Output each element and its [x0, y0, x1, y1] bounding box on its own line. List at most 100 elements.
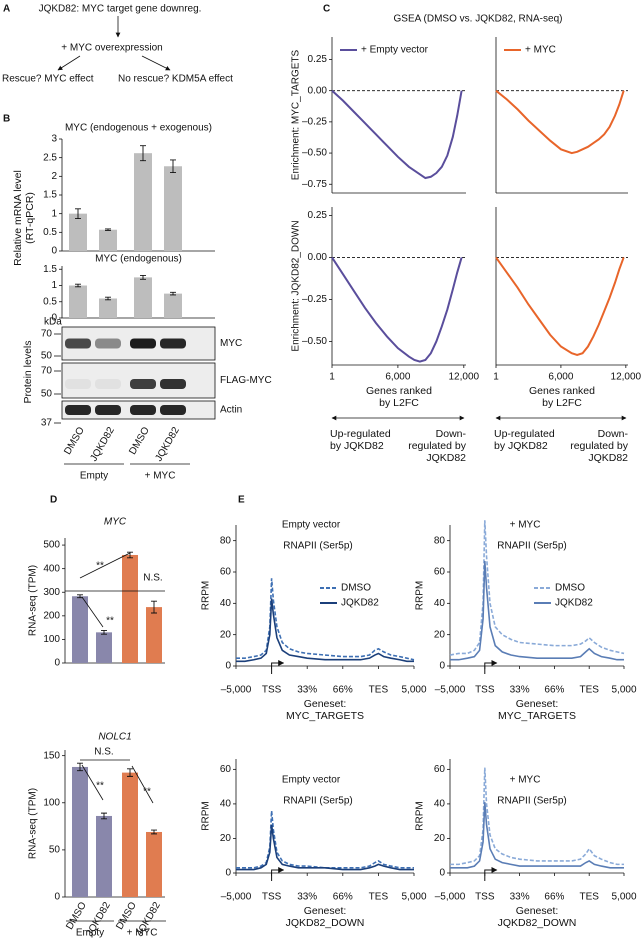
error-bar	[170, 159, 176, 174]
y-tick-label: –0.25	[302, 294, 327, 305]
y-tick-label: 150	[43, 750, 60, 761]
panel-letter: B	[3, 114, 10, 125]
data-line	[331, 256, 463, 363]
panel-title: GSEA (DMSO vs. JQKD82, RNA-seq)	[394, 14, 563, 25]
chart-title: MYC (endogenous + exogenous)	[65, 123, 212, 134]
bar	[122, 772, 138, 897]
marker-label: 70	[41, 329, 53, 340]
error-bar	[170, 291, 176, 296]
x-tick-label: TES	[579, 685, 599, 696]
y-tick-label: 0	[225, 868, 231, 879]
x-tick-label: TSS	[262, 685, 282, 696]
panel-letter: D	[50, 495, 57, 506]
annotation-line	[81, 596, 104, 628]
diagram-arrow	[57, 55, 81, 71]
chart-title: NOLC1	[98, 732, 131, 743]
y-tick-label: –0.25	[302, 117, 327, 128]
y-tick-label: 0	[439, 868, 445, 879]
bar	[69, 285, 87, 318]
x-tick-label: 66%	[333, 892, 353, 903]
legend-label: + MYC	[525, 45, 556, 56]
x-tick-label: 1	[329, 372, 335, 383]
x-tick-label: 66%	[544, 685, 564, 696]
x-tick-label: TSS	[475, 685, 495, 696]
annotation: Up-regulated by JQKD82	[494, 428, 555, 452]
bar	[134, 153, 152, 251]
y-tick-label: 60	[434, 567, 446, 578]
tss-arrow	[484, 660, 498, 674]
chart-title: + MYC	[510, 520, 541, 531]
x-axis-label: Geneset: MYC_TARGETS	[286, 698, 364, 722]
x-tick-label: 6,000	[548, 372, 573, 383]
y-axis-label: RRPM	[201, 581, 212, 610]
diagram-text: Rescue? MYC effect	[2, 74, 94, 85]
x-axis-label: Geneset: JQKD82_DOWN	[285, 905, 365, 929]
y-tick-label: 20	[434, 629, 446, 640]
y-tick-label: 40	[434, 799, 446, 810]
y-tick-label: 1	[51, 280, 57, 291]
blot-label: MYC	[220, 338, 242, 349]
chart-subtitle: RNAPII (Ser5p)	[283, 796, 352, 807]
bar	[146, 607, 162, 663]
diagram-text: + MYC overexpression	[61, 43, 162, 54]
x-axis-label: Geneset: JQKD82_DOWN	[497, 905, 577, 929]
group-label: Empty	[76, 928, 104, 939]
annotation: N.S.	[94, 747, 113, 758]
y-axis-label: Enrichment: JQKD82_DOWN	[291, 220, 302, 351]
y-tick-label: 20	[220, 833, 232, 844]
annotation: Down-regulated by JQKD82	[408, 428, 466, 464]
x-tick-label: 33%	[510, 685, 530, 696]
y-axis-label: RRPM	[415, 801, 426, 830]
y-tick-label: 0	[439, 661, 445, 672]
annotation-line	[81, 764, 104, 801]
chart-title: + MYC	[510, 775, 541, 786]
y-axis-label: Enrichment: MYC_TARGETS	[291, 49, 302, 180]
error-bar	[101, 630, 107, 635]
x-tick-label: 1	[493, 372, 499, 383]
y-tick-label: 0	[51, 313, 57, 324]
y-tick-label: 0.5	[43, 296, 57, 307]
error-bar	[140, 145, 146, 162]
x-tick-label: –5,000	[435, 892, 466, 903]
y-tick-label: 500	[43, 540, 60, 551]
y-tick-label: 100	[43, 797, 60, 808]
chart-subtitle: RNAPII (Ser5p)	[497, 796, 566, 807]
y-tick-label: 200	[43, 610, 60, 621]
legend-label: JQKD82	[555, 598, 593, 609]
group-label: Empty	[80, 471, 108, 482]
y-tick-label: 40	[434, 598, 446, 609]
error-bar	[75, 283, 81, 288]
blot-band	[65, 338, 91, 349]
y-tick-label: 100	[43, 634, 60, 645]
annotation: **	[96, 561, 104, 572]
x-tick-label: 33%	[297, 685, 317, 696]
bar	[122, 554, 138, 663]
data-line	[449, 520, 625, 656]
bar	[72, 596, 88, 663]
y-tick-label: 20	[434, 833, 446, 844]
x-tick-label: 6,000	[385, 372, 410, 383]
panel-letter: C	[323, 4, 330, 15]
y-axis-label: RRPM	[201, 801, 212, 830]
error-bar	[151, 600, 157, 614]
marker-label: 70	[41, 366, 53, 377]
x-tick-label: 66%	[544, 892, 564, 903]
error-bar	[77, 762, 83, 772]
annotation: Up-regulated by JQKD82	[330, 428, 391, 452]
y-tick-label: 0.5	[43, 227, 57, 238]
data-line	[450, 767, 624, 866]
blot-band	[65, 379, 91, 389]
x-tick-label: –5,000	[221, 685, 252, 696]
y-tick-label: 40	[220, 598, 232, 609]
y-tick-label: 400	[43, 563, 60, 574]
blot-band	[160, 379, 186, 389]
blot-band	[160, 405, 186, 415]
y-tick-label: 2.5	[43, 152, 57, 163]
y-axis-label: Protein levels	[22, 340, 34, 404]
x-tick-label: 12,000	[449, 372, 480, 383]
data-line	[331, 89, 463, 180]
bar	[146, 831, 162, 897]
y-tick-label: 50	[49, 845, 61, 856]
marker-label: 50	[41, 351, 53, 362]
error-bar	[127, 768, 133, 777]
